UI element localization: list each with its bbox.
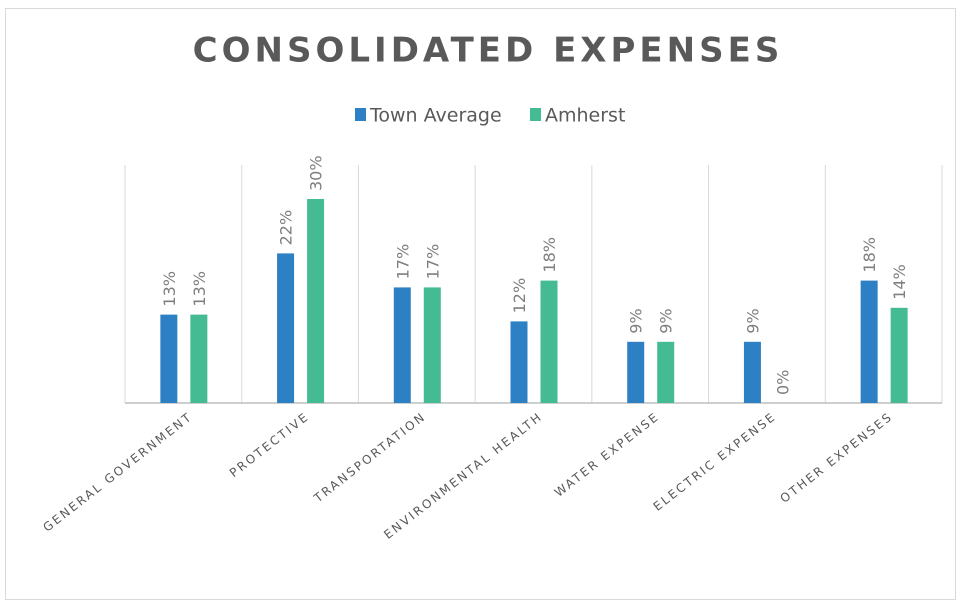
legend-label: Town Average — [369, 105, 502, 127]
data-label: 17% — [423, 244, 442, 280]
bar — [540, 280, 558, 403]
bar — [190, 314, 208, 403]
bar — [627, 341, 645, 403]
data-label: 12% — [510, 278, 529, 314]
data-label: 30% — [307, 155, 326, 191]
data-label: 0% — [773, 370, 792, 395]
data-label: 9% — [743, 308, 762, 333]
chart-border — [5, 8, 956, 600]
bar — [657, 341, 675, 403]
data-label: 13% — [160, 271, 179, 307]
data-label: 22% — [277, 210, 296, 246]
bar — [160, 314, 178, 403]
data-label: 9% — [627, 308, 646, 333]
bar — [890, 307, 908, 403]
data-label: 9% — [657, 308, 676, 333]
bar — [307, 199, 325, 403]
data-label: 13% — [190, 271, 209, 307]
bar — [393, 287, 411, 403]
bar — [423, 287, 441, 403]
bar — [510, 321, 528, 403]
data-label: 17% — [393, 244, 412, 280]
data-label: 14% — [890, 264, 909, 300]
data-label: 18% — [860, 237, 879, 273]
bar — [277, 253, 295, 403]
legend-swatch — [355, 108, 366, 121]
legend-swatch — [530, 108, 541, 121]
legend-label: Amherst — [545, 105, 625, 127]
chart-title: CONSOLIDATED EXPENSES — [193, 31, 784, 71]
bar — [743, 341, 761, 403]
bar — [860, 280, 878, 403]
data-label: 18% — [540, 237, 559, 273]
